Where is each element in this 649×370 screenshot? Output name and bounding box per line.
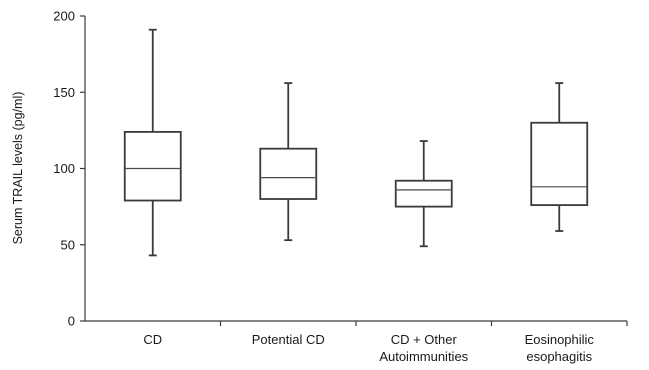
y-tick-label: 50 [61, 237, 75, 252]
axes [84, 16, 627, 322]
x-category-label: Potential CD [252, 332, 325, 347]
iqr-box [394, 179, 453, 208]
x-category-label-line: esophagitis [526, 349, 592, 364]
y-tick-label: 200 [53, 9, 75, 24]
category-labels: CD Potential CD CD + Other Autoimmunities Eo… [143, 332, 594, 364]
x-category-label-line: Eosinophilic [525, 332, 595, 347]
x-category-label: CD + Other Autoimmunities [379, 332, 468, 364]
x-axis-ticks [219, 321, 628, 326]
y-axis-title: Serum TRAIL levels (pg/ml) [11, 92, 25, 245]
y-axis-ticks: 0 50 100 150 200 [53, 9, 85, 329]
y-tick-label: 0 [68, 314, 75, 329]
box-group [530, 82, 589, 232]
iqr-box [530, 121, 589, 206]
x-category-label-line: Autoimmunities [379, 349, 468, 364]
y-tick-label: 100 [53, 161, 75, 176]
iqr-box [123, 130, 182, 202]
x-category-label: Eosinophilic esophagitis [525, 332, 595, 364]
x-category-label: CD [143, 332, 162, 347]
x-category-label-line: CD [143, 332, 162, 347]
x-category-label-line: CD + Other [391, 332, 458, 347]
x-category-label-line: Potential CD [252, 332, 325, 347]
box-group [123, 28, 182, 257]
box-group [394, 140, 453, 248]
boxes-layer [123, 28, 589, 257]
box-group [259, 82, 318, 242]
y-tick-label: 150 [53, 85, 75, 100]
iqr-box [259, 147, 318, 200]
